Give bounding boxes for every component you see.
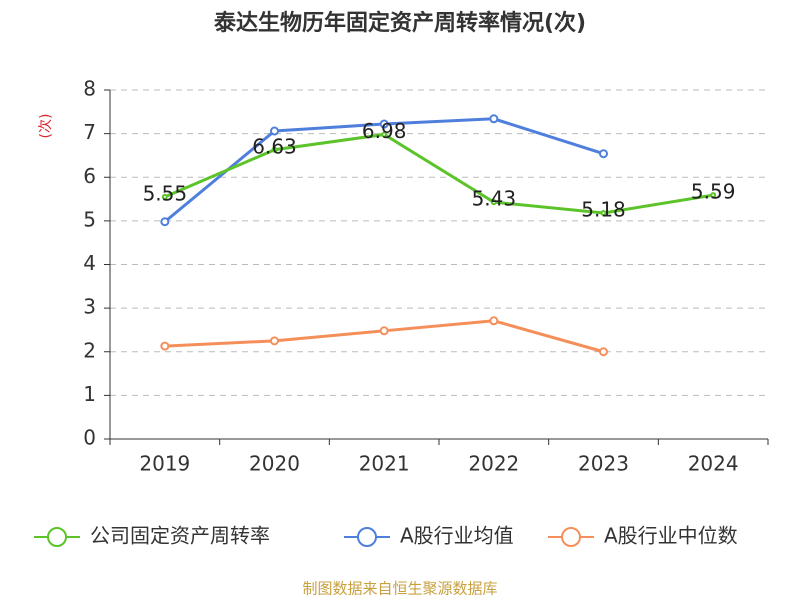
y-axis-label: (次) [38,114,54,139]
series-line [164,132,714,215]
point [271,146,278,153]
point [599,347,608,357]
y-tick-label: 3 [83,295,96,319]
y-tick-label: 1 [83,382,96,406]
data-label: 5.43 [472,187,517,211]
point [270,336,279,346]
chart-title: 泰达生物历年固定资产周转率情况(次) [213,10,586,36]
legend-marker [561,527,581,547]
data-label: 6.98 [362,119,407,143]
point [490,199,497,206]
point [160,341,170,351]
x-tick-label: 2021 [359,452,410,476]
data-label: 5.18 [581,198,626,222]
y-tick-label: 4 [83,251,96,275]
point [379,326,389,336]
point [710,192,717,199]
y-tick-label: 8 [83,77,96,101]
source-note: 制图数据来自恒生聚源数据库 [302,580,497,598]
point [599,149,608,159]
legend-marker [47,527,67,547]
y-tick-label: 6 [83,164,96,188]
point [161,193,168,200]
y-tick-label: 5 [83,207,96,231]
data-label: 6.63 [252,134,297,158]
legend-label: A股行业中位数 [604,524,738,548]
y-tick-label: 0 [83,426,96,450]
legend-label: 公司固定资产周转率 [90,524,270,548]
point [600,210,607,217]
point [381,131,388,138]
point [489,316,499,326]
x-tick-label: 2020 [249,452,300,476]
point [489,114,499,124]
point [270,126,279,136]
legend-marker [357,527,377,547]
x-tick-label: 2024 [688,452,739,476]
series-line [164,319,604,354]
x-tick-label: 2019 [139,452,190,476]
y-tick-label: 2 [83,338,96,362]
point [160,217,170,227]
x-tick-label: 2022 [468,452,519,476]
legend-label: A股行业均值 [400,524,514,548]
data-label: 5.59 [691,180,736,204]
data-label: 5.55 [143,181,188,205]
point [379,119,389,129]
x-tick-label: 2023 [578,452,629,476]
y-tick-label: 7 [83,120,96,144]
